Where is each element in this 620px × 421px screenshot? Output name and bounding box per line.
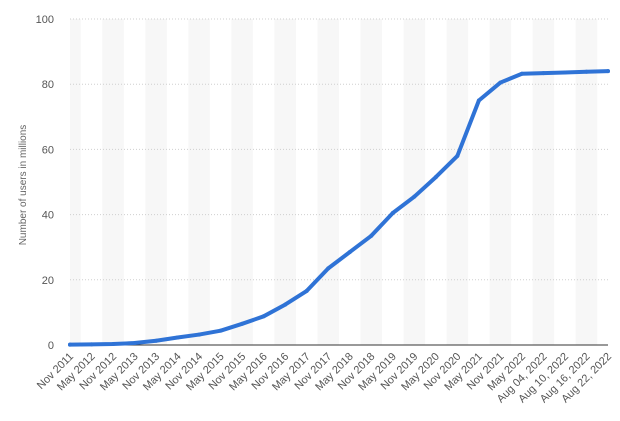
y-tick-label: 20 — [42, 275, 54, 287]
data-point — [175, 335, 180, 340]
column-band — [446, 19, 469, 345]
column-band — [145, 19, 167, 345]
data-point — [154, 338, 159, 343]
data-point — [455, 153, 460, 158]
column-band — [102, 19, 124, 345]
column-band — [274, 19, 296, 345]
data-point — [562, 70, 567, 75]
column-band — [360, 19, 383, 345]
column-band — [188, 19, 210, 345]
column-band — [70, 19, 81, 345]
column-band — [532, 19, 555, 345]
data-points — [68, 69, 610, 347]
data-point — [218, 328, 223, 333]
data-point — [541, 71, 546, 76]
data-point — [390, 210, 395, 215]
column-band — [231, 19, 253, 345]
column-bands — [70, 19, 598, 345]
data-point — [197, 332, 202, 337]
data-point — [369, 233, 374, 238]
data-point — [326, 266, 331, 271]
column-band — [575, 19, 598, 345]
data-point — [433, 175, 438, 180]
y-axis-ticks: 0 20 40 60 80 100 — [36, 14, 54, 352]
y-tick-label: 100 — [36, 14, 54, 26]
series-line — [68, 69, 610, 347]
data-point — [132, 341, 137, 346]
y-axis-label: Number of users in millions — [18, 125, 29, 246]
y-tick-label: 80 — [42, 79, 54, 91]
data-point — [240, 321, 245, 326]
y-tick-label: 60 — [42, 144, 54, 156]
data-point — [89, 342, 94, 347]
column-band — [403, 19, 426, 345]
data-point — [606, 69, 610, 74]
data-point — [476, 98, 481, 103]
data-point — [498, 80, 503, 85]
data-point — [519, 71, 524, 76]
data-point — [412, 194, 417, 199]
y-tick-label: 0 — [48, 340, 54, 352]
y-tick-label: 40 — [42, 210, 54, 222]
data-point — [283, 302, 288, 307]
column-band — [489, 19, 512, 345]
data-point — [584, 69, 589, 74]
data-point — [261, 314, 266, 319]
data-point — [111, 342, 116, 347]
data-point — [347, 250, 352, 255]
data-point — [68, 342, 72, 347]
data-point — [304, 288, 309, 293]
column-band — [317, 19, 339, 345]
